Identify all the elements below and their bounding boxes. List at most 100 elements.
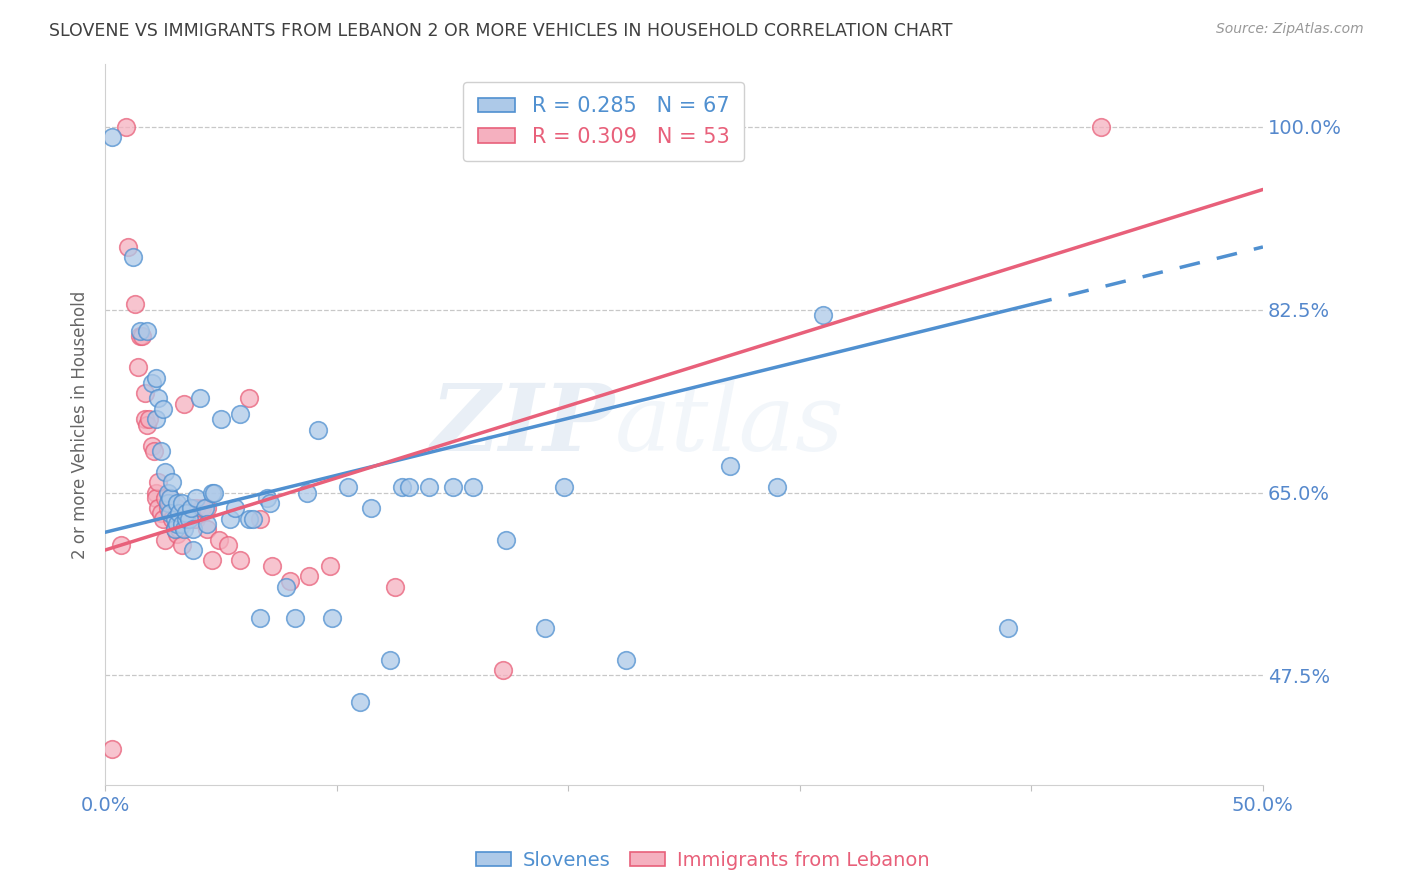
Point bbox=[152, 401, 174, 416]
Point bbox=[242, 511, 264, 525]
Point bbox=[228, 407, 250, 421]
Point bbox=[209, 412, 232, 426]
Point bbox=[166, 527, 188, 541]
Point bbox=[138, 412, 160, 426]
Point bbox=[997, 621, 1019, 635]
Point bbox=[360, 501, 382, 516]
Point bbox=[155, 491, 177, 505]
Point bbox=[148, 501, 170, 516]
Point bbox=[110, 538, 132, 552]
Point bbox=[173, 397, 195, 411]
Point bbox=[156, 496, 179, 510]
Point bbox=[142, 443, 165, 458]
Point bbox=[184, 491, 207, 505]
Point bbox=[184, 501, 207, 516]
Point bbox=[391, 480, 413, 494]
Point bbox=[117, 240, 139, 254]
Legend: Slovenes, Immigrants from Lebanon: Slovenes, Immigrants from Lebanon bbox=[468, 843, 938, 878]
Point bbox=[195, 501, 218, 516]
Point bbox=[219, 511, 242, 525]
Point bbox=[162, 475, 184, 489]
Point bbox=[378, 653, 401, 667]
Point bbox=[195, 522, 218, 536]
Point bbox=[166, 496, 188, 510]
Point bbox=[145, 370, 167, 384]
Point bbox=[274, 580, 297, 594]
Point bbox=[238, 392, 260, 406]
Point bbox=[191, 501, 214, 516]
Point bbox=[765, 480, 787, 494]
Point bbox=[156, 485, 179, 500]
Point bbox=[135, 417, 157, 432]
Point bbox=[492, 663, 515, 677]
Point bbox=[398, 480, 420, 494]
Point bbox=[181, 543, 204, 558]
Point bbox=[145, 485, 167, 500]
Point bbox=[127, 360, 149, 375]
Point bbox=[148, 475, 170, 489]
Point bbox=[162, 511, 184, 525]
Point bbox=[195, 516, 218, 531]
Point bbox=[174, 511, 197, 525]
Point bbox=[228, 553, 250, 567]
Y-axis label: 2 or more Vehicles in Household: 2 or more Vehicles in Household bbox=[72, 291, 89, 558]
Point bbox=[101, 130, 124, 145]
Point bbox=[149, 507, 172, 521]
Point bbox=[614, 653, 637, 667]
Point bbox=[163, 522, 186, 536]
Point bbox=[495, 533, 517, 547]
Point bbox=[156, 501, 179, 516]
Point bbox=[181, 511, 204, 525]
Point bbox=[101, 741, 124, 756]
Point bbox=[163, 522, 186, 536]
Point bbox=[145, 491, 167, 505]
Legend: R = 0.285   N = 67, R = 0.309   N = 53: R = 0.285 N = 67, R = 0.309 N = 53 bbox=[463, 82, 744, 161]
Point bbox=[208, 533, 231, 547]
Point bbox=[169, 507, 191, 521]
Point bbox=[441, 480, 464, 494]
Point bbox=[260, 558, 283, 573]
Point bbox=[131, 328, 153, 343]
Point bbox=[163, 511, 186, 525]
Point bbox=[180, 501, 202, 516]
Point bbox=[129, 328, 152, 343]
Point bbox=[159, 491, 181, 505]
Point bbox=[159, 496, 181, 510]
Point bbox=[177, 511, 200, 525]
Point bbox=[1090, 120, 1112, 134]
Point bbox=[463, 480, 485, 494]
Point bbox=[201, 553, 224, 567]
Point bbox=[115, 120, 138, 134]
Point bbox=[155, 533, 177, 547]
Point bbox=[170, 516, 193, 531]
Point bbox=[238, 511, 260, 525]
Point bbox=[141, 438, 163, 452]
Point bbox=[134, 386, 156, 401]
Point bbox=[159, 491, 181, 505]
Point bbox=[184, 511, 207, 525]
Point bbox=[298, 569, 321, 583]
Point bbox=[194, 501, 217, 516]
Text: SLOVENE VS IMMIGRANTS FROM LEBANON 2 OR MORE VEHICLES IN HOUSEHOLD CORRELATION C: SLOVENE VS IMMIGRANTS FROM LEBANON 2 OR … bbox=[49, 22, 953, 40]
Point bbox=[152, 511, 174, 525]
Point bbox=[129, 324, 152, 338]
Point bbox=[202, 485, 225, 500]
Point bbox=[180, 501, 202, 516]
Point bbox=[170, 538, 193, 552]
Point bbox=[188, 392, 211, 406]
Point bbox=[217, 538, 239, 552]
Point bbox=[284, 611, 307, 625]
Text: Source: ZipAtlas.com: Source: ZipAtlas.com bbox=[1216, 22, 1364, 37]
Point bbox=[811, 308, 834, 322]
Text: ZIP: ZIP bbox=[430, 380, 614, 469]
Point bbox=[534, 621, 557, 635]
Point bbox=[141, 376, 163, 390]
Point bbox=[384, 580, 406, 594]
Point bbox=[169, 522, 191, 536]
Point bbox=[418, 480, 440, 494]
Point bbox=[553, 480, 575, 494]
Point bbox=[149, 443, 172, 458]
Point bbox=[124, 297, 146, 311]
Point bbox=[173, 522, 195, 536]
Point bbox=[256, 491, 278, 505]
